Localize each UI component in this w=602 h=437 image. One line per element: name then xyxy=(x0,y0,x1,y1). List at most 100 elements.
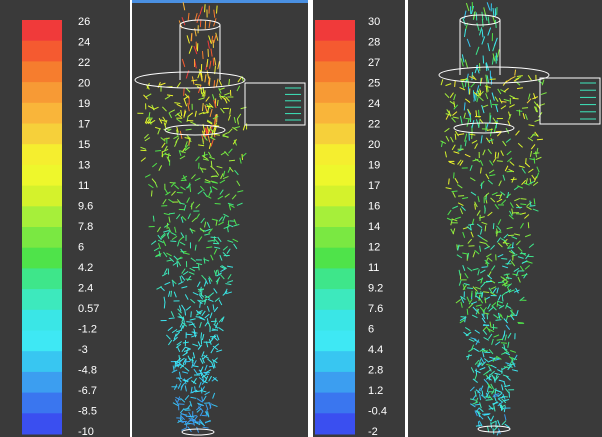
colorbar-label: 20 xyxy=(78,77,90,89)
field-panel xyxy=(408,0,602,437)
vector xyxy=(164,302,165,308)
colorbar-label: 2.4 xyxy=(78,282,93,294)
vector xyxy=(452,191,458,192)
colorbar-panel xyxy=(0,0,130,437)
colorbar-band xyxy=(22,186,62,207)
vector xyxy=(205,4,206,12)
colorbar-label: -4.8 xyxy=(78,364,97,376)
colorbar-label: 9.2 xyxy=(368,282,383,294)
colorbar-label: 1.2 xyxy=(368,385,383,397)
colorbar-label: 25 xyxy=(368,77,380,89)
vector xyxy=(186,334,192,335)
vector xyxy=(201,332,202,338)
colorbar-band xyxy=(22,41,62,62)
colorbar-band xyxy=(22,20,62,41)
colorbar-band xyxy=(315,268,355,289)
colorbar-band xyxy=(315,372,355,393)
colorbar-band xyxy=(315,20,355,41)
colorbar-band xyxy=(22,351,62,372)
vector xyxy=(169,318,175,319)
colorbar-label: 6 xyxy=(78,241,84,253)
colorbar-label: -8.5 xyxy=(78,405,97,417)
colorbar-band xyxy=(22,103,62,124)
vector xyxy=(454,172,455,178)
vector xyxy=(167,223,168,229)
colorbar-band xyxy=(315,165,355,186)
colorbar-band xyxy=(315,289,355,310)
vector xyxy=(522,108,528,109)
colorbar-band xyxy=(22,82,62,103)
colorbar-label: 2.8 xyxy=(368,364,383,376)
vector xyxy=(449,178,450,184)
colorbar-band xyxy=(22,268,62,289)
colorbar-label: -10 xyxy=(78,426,94,437)
colorbar-label: 12 xyxy=(368,241,380,253)
colorbar-band xyxy=(22,165,62,186)
colorbar-band xyxy=(315,310,355,331)
vector xyxy=(191,311,192,317)
colorbar-band xyxy=(22,289,62,310)
colorbar-label: 17 xyxy=(368,180,380,192)
vector xyxy=(520,204,526,205)
vector xyxy=(170,241,176,242)
colorbar-band xyxy=(315,393,355,414)
colorbar-band xyxy=(22,372,62,393)
colorbar-band xyxy=(315,103,355,124)
colorbar-label: 17 xyxy=(78,118,90,130)
colorbar-band xyxy=(22,248,62,269)
vector xyxy=(476,12,477,20)
vector xyxy=(481,291,482,297)
vector xyxy=(155,151,161,152)
colorbar-label: 30 xyxy=(368,16,380,28)
colorbar-label: 26 xyxy=(78,16,90,28)
colorbar-label: -0.4 xyxy=(368,405,387,417)
selection-bar xyxy=(132,0,308,3)
vector xyxy=(501,258,507,259)
vector xyxy=(461,317,467,318)
colorbar-label: -2 xyxy=(368,426,378,437)
vector xyxy=(480,90,481,96)
vector xyxy=(195,85,201,86)
vector xyxy=(468,86,469,94)
colorbar-band xyxy=(315,413,355,434)
colorbar-label: 14 xyxy=(368,221,380,233)
vector xyxy=(217,6,218,14)
colorbar-band xyxy=(22,144,62,165)
vector xyxy=(465,118,471,119)
colorbar-label: 13 xyxy=(78,159,90,171)
colorbar-band xyxy=(315,248,355,269)
vector xyxy=(513,98,519,99)
colorbar-label: 7.8 xyxy=(78,221,93,233)
vector xyxy=(455,134,456,140)
colorbar-label: 28 xyxy=(368,36,380,48)
vector xyxy=(520,199,526,200)
vector xyxy=(202,51,203,59)
colorbar-label: 22 xyxy=(368,118,380,130)
colorbar-label: 11 xyxy=(78,180,89,192)
colorbar-label: 20 xyxy=(368,139,380,151)
vector xyxy=(495,152,496,158)
vector xyxy=(496,56,497,64)
vector xyxy=(215,203,221,204)
colorbar-band xyxy=(22,206,62,227)
vector xyxy=(534,158,535,164)
figure: 2624222019171513119.67.864.22.40.57-1.2-… xyxy=(0,0,602,437)
colorbar-band xyxy=(22,413,62,434)
colorbar-label: 19 xyxy=(78,98,90,110)
colorbar-label: 19 xyxy=(368,159,380,171)
vector xyxy=(229,79,230,85)
colorbar-label: -6.7 xyxy=(78,385,97,397)
colorbar-label: 22 xyxy=(78,57,90,69)
vector xyxy=(492,327,498,328)
colorbar-band xyxy=(22,331,62,352)
vector xyxy=(178,404,184,405)
vector xyxy=(186,279,192,280)
colorbar-label: -3 xyxy=(78,344,88,356)
vector xyxy=(211,161,212,167)
colorbar-band xyxy=(22,124,62,145)
colorbar-band xyxy=(315,144,355,165)
vector xyxy=(186,322,192,323)
vector xyxy=(458,196,464,197)
vector xyxy=(476,110,477,116)
colorbar-label: 4.4 xyxy=(368,344,383,356)
